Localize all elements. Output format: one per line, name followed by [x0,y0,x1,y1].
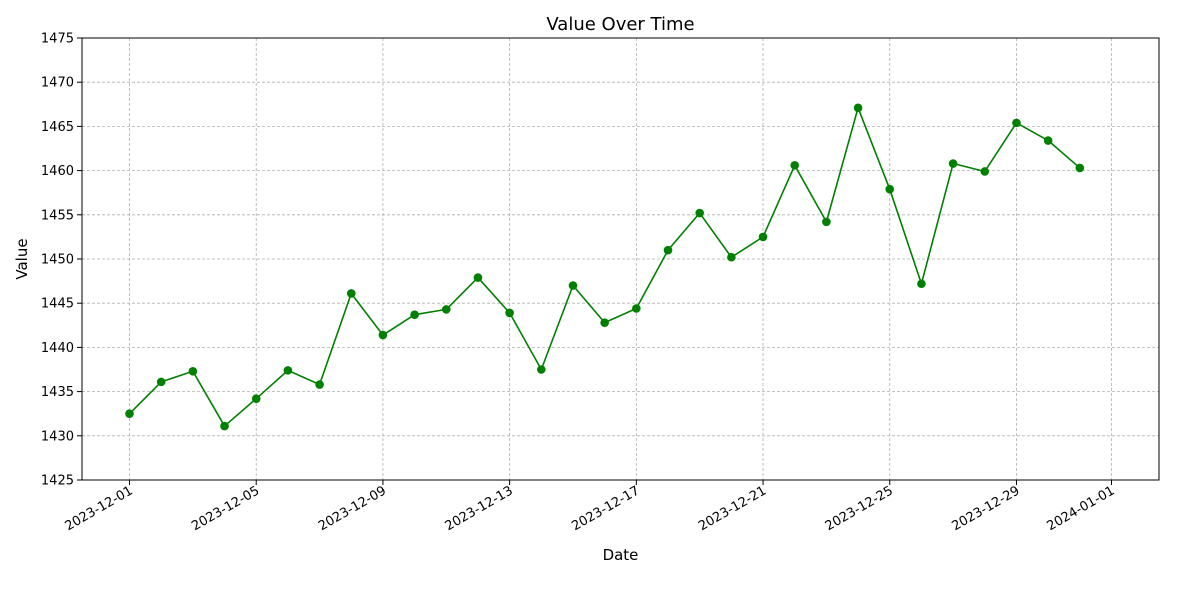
data-point [727,252,736,262]
y-tick-label: 1450 [41,253,74,268]
data-point [600,318,609,327]
data-point [663,245,673,255]
data-point [568,281,578,290]
data-point [315,380,324,389]
data-point [220,421,229,431]
data-point [917,279,926,289]
data-point [283,366,293,375]
data-point [695,208,704,218]
y-tick-label: 1475 [41,32,74,47]
y-tick-label: 1430 [41,429,74,444]
y-axis-title: Value [13,238,31,279]
data-point [1012,118,1021,128]
data-point [125,409,134,419]
data-point [473,273,483,282]
y-tick-label: 1465 [41,120,74,135]
x-axis-title: Date [603,546,639,564]
data-point [346,289,356,298]
data-point [188,366,198,376]
data-point [251,394,261,403]
chart-title: Value Over Time [546,14,694,35]
data-point [885,184,895,194]
data-point [853,103,863,113]
data-point [790,160,800,170]
y-tick-label: 1440 [41,341,74,356]
data-point [441,305,451,314]
data-point [822,217,831,227]
plot-frame [81,37,1160,481]
data-series [125,103,1085,431]
data-point [1075,163,1085,173]
data-point [632,304,641,313]
data-point [410,310,419,319]
data-point [378,330,388,340]
data-point [1043,136,1053,145]
y-tick-label: 1455 [41,208,74,223]
y-tick-label: 1460 [41,164,74,179]
data-point [156,377,166,387]
data-point [537,365,546,374]
y-tick-label: 1445 [41,297,74,312]
data-point [980,167,990,176]
y-tick-label: 1435 [41,385,74,400]
data-point [948,159,958,168]
data-point [758,232,768,242]
y-tick-label: 1470 [41,76,74,91]
y-tick-label: 1425 [41,474,74,489]
data-point [505,308,514,318]
